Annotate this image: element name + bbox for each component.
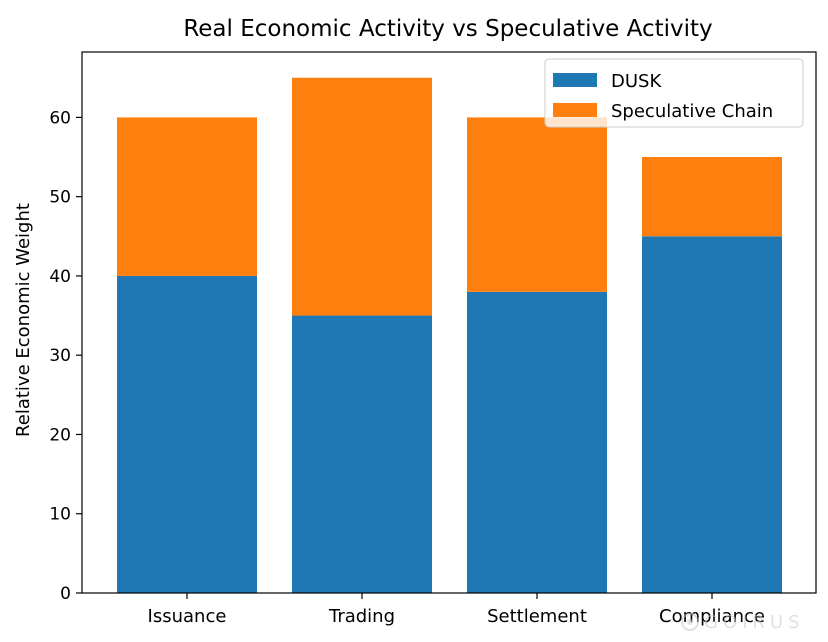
plot-area (117, 77, 782, 594)
bar-speculative-compliance (642, 157, 782, 237)
x-tick-label: Trading (328, 606, 395, 627)
legend-box (544, 58, 804, 128)
legend: DUSK Speculative Chain (544, 58, 804, 128)
legend-swatch (553, 73, 597, 87)
y-tick-label: 0 (60, 584, 71, 604)
chart-title: Real Economic Activity vs Speculative Ac… (183, 16, 712, 42)
y-tick-label: 50 (49, 188, 71, 208)
bar-speculative-trading (292, 77, 432, 316)
bar-dusk-compliance (642, 236, 782, 594)
y-tick-label: 60 (49, 108, 71, 128)
y-axis-label: Relative Economic Weight (13, 203, 34, 437)
x-tick-label: Compliance (659, 606, 765, 627)
x-tick-label: Issuance (148, 606, 227, 627)
x-axis: Issuance Trading Settlement Compliance (148, 593, 765, 627)
y-tick-label: 20 (49, 425, 71, 445)
legend-label: Speculative Chain (611, 101, 773, 122)
watermark-text: GOIRUS (704, 612, 805, 633)
y-tick-label: 30 (49, 346, 71, 366)
bar-speculative-settlement (467, 117, 607, 292)
x-tick-label: Settlement (487, 606, 587, 627)
bar-dusk-issuance (117, 275, 257, 593)
watermark-logo-icon (681, 613, 699, 631)
y-tick-label: 40 (49, 267, 71, 287)
plot-frame (81, 51, 817, 594)
watermark: GOIRUS (681, 612, 805, 633)
legend-label: DUSK (611, 71, 662, 92)
bar-dusk-trading (292, 315, 432, 593)
legend-swatch (553, 103, 597, 117)
bar-dusk-settlement (467, 291, 607, 593)
y-tick-label: 10 (49, 505, 71, 525)
y-axis: 0 10 20 30 40 50 60 (49, 108, 82, 604)
bar-speculative-issuance (117, 117, 257, 276)
